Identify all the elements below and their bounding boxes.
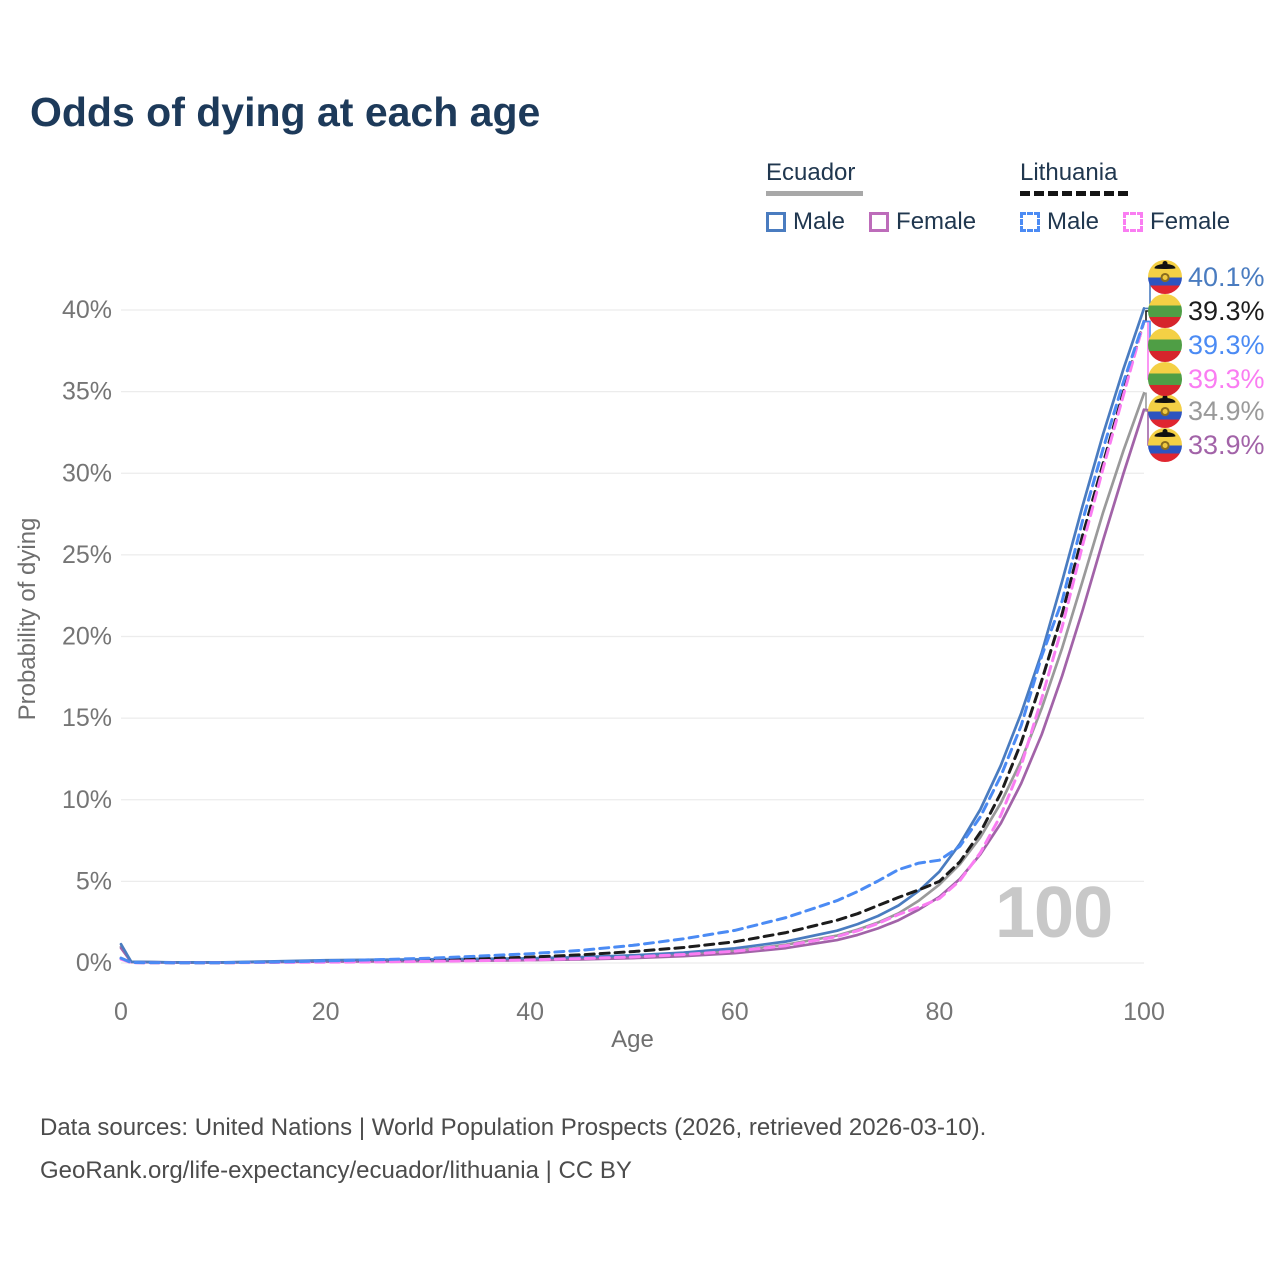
legend-title-ecuador[interactable]: Ecuador (766, 159, 856, 186)
legend-group-lithuania: Lithuania Male Female (1020, 159, 1230, 236)
y-axis-title: Probability of dying (14, 517, 41, 721)
legend-label: Male (793, 208, 846, 236)
legend-label: Male (1047, 208, 1100, 236)
lithuania-male-swatch (1020, 212, 1040, 233)
ecuador-flag-icon (1148, 260, 1182, 294)
y-tick-label: 10% (62, 786, 112, 814)
lithuania-female-swatch (1123, 212, 1144, 233)
source-line-2: GeoRank.org/life-expectancy/ecuador/lith… (40, 1157, 632, 1184)
x-tick-label: 60 (721, 998, 749, 1026)
lithuania-flag-icon (1148, 328, 1182, 362)
legend-item-lithuania-female[interactable]: Female (1123, 208, 1230, 236)
end-value-label: 34.9% (1188, 395, 1265, 426)
y-tick-label: 35% (62, 378, 112, 406)
x-tick-label: 40 (516, 998, 544, 1026)
globe-emblem (1160, 440, 1170, 450)
end-value-label: 39.3% (1188, 295, 1265, 326)
series-line-ecuador-male[interactable] (119, 307, 1146, 964)
end-label-ecuador-female: 33.9% (1148, 428, 1265, 462)
series-line-lithuania-male[interactable] (119, 319, 1146, 965)
globe-emblem (1160, 272, 1170, 282)
series-line-ecuador-female[interactable] (119, 408, 1146, 964)
globe-emblem (1160, 406, 1170, 416)
series-line-lithuania-both[interactable] (119, 319, 1146, 965)
legend-label: Female (896, 208, 977, 236)
x-tick-label: 20 (312, 998, 340, 1026)
end-label-lithuania-both: 39.3% (1148, 294, 1265, 328)
legend-label: Female (1150, 208, 1231, 236)
y-tick-label: 15% (62, 704, 112, 732)
condor-emblem (1154, 431, 1176, 437)
legend-title-lithuania[interactable]: Lithuania (1020, 159, 1118, 186)
lithuania-flag-icon (1148, 362, 1182, 396)
y-tick-label: 40% (62, 296, 112, 324)
legend-item-lithuania-male[interactable]: Male (1020, 208, 1099, 236)
lithuania-flag-icon (1148, 294, 1182, 328)
x-axis-title: Age (611, 1026, 654, 1053)
condor-emblem (1154, 263, 1176, 269)
source-line-1: Data sources: United Nations | World Pop… (40, 1114, 987, 1141)
ecuador-solid-line-swatch (766, 191, 863, 197)
ecuador-male-swatch (766, 212, 786, 233)
end-label-ecuador-male: 40.1% (1148, 260, 1265, 294)
age-watermark: 100 (995, 873, 1113, 953)
y-tick-label: 30% (62, 459, 112, 487)
ecuador-flag-icon (1148, 394, 1182, 428)
legend-group-ecuador: Ecuador Male Female (766, 159, 976, 236)
x-tick-label: 80 (925, 998, 953, 1026)
condor-emblem (1154, 397, 1176, 403)
y-tick-label: 25% (62, 541, 112, 569)
series-line-ecuador-both[interactable] (119, 391, 1146, 964)
x-tick-label: 0 (114, 998, 128, 1026)
ecuador-female-swatch (869, 212, 890, 233)
legend-item-ecuador-female[interactable]: Female (869, 208, 976, 236)
series-line-lithuania-female[interactable] (119, 319, 1146, 965)
data-sources: Data sources: United Nations | World Pop… (40, 1106, 986, 1192)
end-value-label: 39.3% (1188, 329, 1265, 360)
ecuador-flag-icon (1148, 428, 1182, 462)
lithuania-dashed-line-swatch (1020, 191, 1128, 197)
y-tick-label: 0% (76, 949, 112, 977)
legend-item-ecuador-male[interactable]: Male (766, 208, 845, 236)
end-value-label: 40.1% (1188, 261, 1265, 292)
end-value-label: 39.3% (1188, 363, 1265, 394)
end-label-lithuania-female: 39.3% (1148, 362, 1265, 396)
y-tick-label: 20% (62, 623, 112, 651)
end-value-label: 33.9% (1188, 429, 1265, 460)
end-label-ecuador-both: 34.9% (1148, 394, 1265, 428)
end-label-lithuania-male: 39.3% (1148, 328, 1265, 362)
y-tick-label: 5% (76, 867, 112, 895)
page-title: Odds of dying at each age (30, 89, 541, 135)
x-tick-label: 100 (1123, 998, 1165, 1026)
